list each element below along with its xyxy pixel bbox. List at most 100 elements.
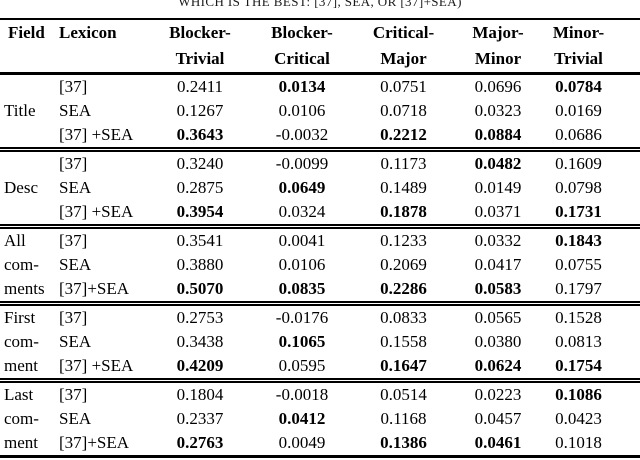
value-cell: 0.0049 xyxy=(278,433,326,452)
value-cell: 0.0106 xyxy=(278,101,326,120)
field-cell: ment xyxy=(4,433,38,452)
value-cell: 0.0751 xyxy=(380,77,427,96)
field-cell: ments xyxy=(4,279,45,298)
value-cell: 0.3880 xyxy=(176,255,224,274)
value-cell: 0.2763 xyxy=(176,433,224,452)
results-table: Field Lexicon Blocker- Trivial Blocker- … xyxy=(0,18,640,458)
lexicon-cell: [37] +SEA xyxy=(59,356,134,375)
value-cell: 0.1647 xyxy=(380,356,427,375)
value-cell: 0.0461 xyxy=(474,433,522,452)
value-cell: 0.1086 xyxy=(543,378,640,407)
table-caption-text: WHICH IS THE BEST: [37], SEA, OR [37]+SE… xyxy=(178,0,462,9)
value-cell: 0.5070 xyxy=(176,279,224,298)
value-cell: 0.0696 xyxy=(474,77,522,96)
value-cell: 0.0106 xyxy=(278,255,326,274)
value-cell: 0.0332 xyxy=(453,224,543,253)
value-cell: 0.0223 xyxy=(453,378,543,407)
value-cell: 0.1065 xyxy=(278,332,326,351)
value-cell: 0.0784 xyxy=(555,77,602,96)
lexicon-cell: [37] xyxy=(55,224,150,253)
header-blocker-critical: Blocker- Critical xyxy=(250,19,354,75)
field-cell: Desc xyxy=(4,178,38,197)
value-cell: 0.1797 xyxy=(555,279,602,298)
field-cell: com- xyxy=(4,255,39,274)
value-cell: 0.0798 xyxy=(555,178,602,197)
value-cell: 0.0755 xyxy=(555,255,602,274)
table-row: [37] +SEA 0.3643 -0.0032 0.2212 0.0884 0.0686 xyxy=(0,123,640,150)
table-row: Desc SEA 0.2875 0.0649 0.1489 0.0149 0.0798 xyxy=(0,176,640,200)
lexicon-cell: SEA xyxy=(59,255,92,274)
field-cell: All xyxy=(0,224,55,253)
field-cell: ment xyxy=(4,356,38,375)
field-cell xyxy=(0,74,55,100)
value-cell: -0.0099 xyxy=(250,147,354,176)
value-cell: 0.2337 xyxy=(176,409,224,428)
field-cell: com- xyxy=(4,409,39,428)
value-cell: 0.0514 xyxy=(354,378,453,407)
value-cell: 0.4209 xyxy=(176,356,224,375)
header-minor-trivial: Minor- Trivial xyxy=(543,19,640,75)
value-cell: 0.2286 xyxy=(380,279,427,298)
value-cell: 0.0149 xyxy=(474,178,522,197)
value-cell: 0.3643 xyxy=(176,125,224,144)
lexicon-cell: [37] +SEA xyxy=(59,202,134,221)
value-cell: -0.0032 xyxy=(275,125,329,144)
header-row: Field Lexicon Blocker- Trivial Blocker- … xyxy=(0,19,640,75)
field-cell: Title xyxy=(4,101,36,120)
field-cell: Last xyxy=(0,378,55,407)
lexicon-cell: [37]+SEA xyxy=(59,279,130,298)
value-cell: 0.2875 xyxy=(176,178,224,197)
value-cell: 0.2069 xyxy=(380,255,427,274)
value-cell: 0.0169 xyxy=(555,101,602,120)
table-row: com- SEA 0.3438 0.1065 0.1558 0.0380 0.0813 xyxy=(0,330,640,354)
header-lexicon: Lexicon xyxy=(55,19,150,75)
table-header: Field Lexicon Blocker- Trivial Blocker- … xyxy=(0,19,640,75)
value-cell: 0.0833 xyxy=(354,301,453,330)
table-row: All [37] 0.3541 0.0041 0.1233 0.0332 0.1843 xyxy=(0,224,640,253)
header-field: Field xyxy=(0,19,55,75)
table-row: ment [37] +SEA 0.4209 0.0595 0.1647 0.0624 0.1… xyxy=(0,354,640,381)
value-cell: 0.0686 xyxy=(555,125,602,144)
value-cell: 0.0595 xyxy=(278,356,326,375)
table-row: [37] +SEA 0.3954 0.0324 0.1878 0.0371 0.1731 xyxy=(0,200,640,227)
table-row: Last [37] 0.1804 -0.0018 0.0514 0.0223 0.1086 xyxy=(0,378,640,407)
table-row: ments [37]+SEA 0.5070 0.0835 0.2286 0.0583 0.1… xyxy=(0,277,640,304)
value-cell: 0.0380 xyxy=(474,332,522,351)
value-cell: -0.0176 xyxy=(250,301,354,330)
value-cell: 0.1233 xyxy=(354,224,453,253)
value-cell: 0.1609 xyxy=(543,147,640,176)
value-cell: 0.0134 xyxy=(278,77,326,96)
value-cell: 0.0457 xyxy=(474,409,522,428)
value-cell: -0.0018 xyxy=(250,378,354,407)
value-cell: 0.1018 xyxy=(555,433,602,452)
value-cell: 0.0649 xyxy=(278,178,326,197)
value-cell: 0.1754 xyxy=(555,356,602,375)
value-cell: 0.0041 xyxy=(250,224,354,253)
lexicon-cell: [37] +SEA xyxy=(59,125,134,144)
value-cell: 0.3954 xyxy=(176,202,224,221)
lexicon-cell: [37]+SEA xyxy=(59,433,130,452)
value-cell: 0.2753 xyxy=(150,301,250,330)
value-cell: 0.0884 xyxy=(474,125,522,144)
value-cell: 0.0583 xyxy=(474,279,522,298)
value-cell: 0.1386 xyxy=(380,433,427,452)
table-row: [37] 0.3240 -0.0099 0.1173 0.0482 0.1609 xyxy=(0,147,640,176)
value-cell: 0.3438 xyxy=(176,332,224,351)
table-body: [37] 0.2411 0.0134 0.0751 0.0696 0.0784 Title S… xyxy=(0,74,640,457)
value-cell: 0.1528 xyxy=(543,301,640,330)
field-cell: com- xyxy=(4,332,39,351)
field-cell xyxy=(0,123,55,150)
lexicon-cell: [37] xyxy=(55,147,150,176)
value-cell: 0.0371 xyxy=(474,202,522,221)
value-cell: 0.0565 xyxy=(453,301,543,330)
table-row: ment [37]+SEA 0.2763 0.0049 0.1386 0.0461 0.10… xyxy=(0,431,640,457)
value-cell: 0.0813 xyxy=(555,332,602,351)
table-row: Title SEA 0.1267 0.0106 0.0718 0.0323 0.0169 xyxy=(0,99,640,123)
table-row: [37] 0.2411 0.0134 0.0751 0.0696 0.0784 xyxy=(0,74,640,100)
lexicon-cell: [37] xyxy=(55,301,150,330)
field-cell xyxy=(0,147,55,176)
value-cell: 0.0324 xyxy=(278,202,326,221)
value-cell: 0.2411 xyxy=(176,77,224,96)
value-cell: 0.0718 xyxy=(380,101,427,120)
